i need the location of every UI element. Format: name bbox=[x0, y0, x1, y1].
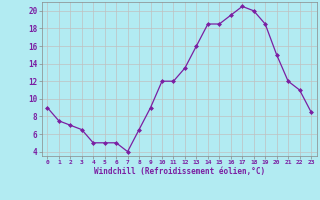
X-axis label: Windchill (Refroidissement éolien,°C): Windchill (Refroidissement éolien,°C) bbox=[94, 167, 265, 176]
